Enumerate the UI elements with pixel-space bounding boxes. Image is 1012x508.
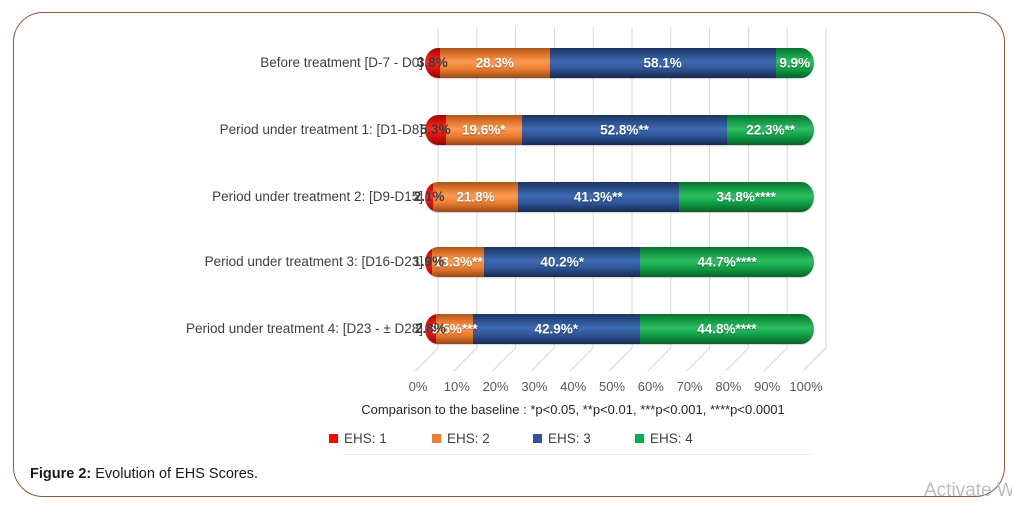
x-axis-tick-label: 20% — [482, 379, 509, 394]
segment-value-label: 21.8% — [456, 189, 495, 205]
legend-swatch-ehs1 — [329, 433, 338, 443]
bar-segment-ehs2: 9.5%*** — [431, 314, 478, 344]
legend-swatch-ehs3 — [533, 433, 542, 443]
segment-value-label: 9.9% — [779, 55, 811, 71]
stacked-bar-row: 13.3%** 40.2%* 44.7%**** — [425, 247, 814, 277]
segment-value-label: 40.2%* — [540, 254, 584, 270]
stacked-bar-row: 9.5%*** 42.9%* 44.8%**** — [425, 314, 814, 344]
bar-segment-ehs1 — [425, 182, 434, 212]
segment-value-label: 58.1% — [643, 55, 682, 71]
legend-swatch-ehs2 — [432, 433, 441, 443]
bar-segment-ehs1 — [425, 314, 436, 344]
bar-segment-ehs1 — [425, 115, 446, 145]
segment-value-label-ehs1: 3.8% — [417, 55, 448, 70]
x-axis-tick-label: 40% — [560, 379, 587, 394]
legend-label: EHS: 1 — [344, 430, 387, 446]
category-label: Period under treatment 1: [D1-D8] — [219, 122, 423, 137]
activate-windows-watermark: Activate W — [924, 480, 1012, 501]
figure-caption-label: Figure 2: — [30, 466, 92, 482]
legend-item-ehs2: EHS: 2 — [432, 429, 490, 447]
legend-item-ehs1: EHS: 1 — [329, 429, 387, 447]
x-axis-tick-label: 10% — [443, 379, 470, 394]
segment-value-label: 42.9%* — [534, 321, 579, 337]
legend-swatch-ehs4 — [635, 433, 644, 443]
segment-value-label: 44.8%**** — [697, 321, 757, 337]
x-axis-tick-label: 70% — [676, 379, 703, 394]
x-axis-tick-label: 30% — [521, 379, 548, 394]
chart-footnote: Comparison to the baseline : *p<0.05, **… — [361, 402, 785, 417]
bar-segment-ehs4: 44.8%**** — [639, 314, 814, 344]
bar-segment-ehs3: 40.2%* — [484, 247, 641, 277]
bar-segment-ehs4: 34.8%**** — [678, 182, 814, 212]
category-label: Before treatment [D-7 - D0] — [260, 55, 423, 70]
figure-caption-text: Evolution of EHS Scores. — [91, 466, 259, 482]
stacked-bar-row: 19.6%* 52.8%** 22.3%** — [425, 115, 814, 145]
segment-value-label: 52.8%** — [600, 122, 649, 138]
segment-value-label: 28.3% — [475, 55, 514, 71]
bar-segment-ehs4: 44.7%**** — [640, 247, 814, 277]
bar-segment-ehs4: 22.3%** — [727, 115, 814, 145]
bar-segment-ehs3: 58.1% — [549, 48, 776, 78]
segment-value-label-ehs1: 2.1% — [413, 189, 445, 204]
segment-value-label: 22.3%** — [746, 122, 795, 138]
x-axis-tick-label: 0% — [408, 379, 428, 394]
segment-value-label: 44.7%**** — [697, 254, 757, 270]
segment-value-label-ehs1: 5.3% — [419, 122, 451, 137]
gridline — [802, 27, 827, 372]
legend-item-ehs3: EHS: 3 — [533, 429, 591, 447]
bar-segment-ehs2: 19.6%* — [445, 115, 522, 145]
bar-segment-ehs3: 52.8%** — [521, 115, 728, 145]
x-axis-tick-label: 50% — [598, 379, 626, 394]
segment-value-label: 34.8%**** — [716, 189, 776, 205]
bar-segment-ehs3: 42.9%* — [472, 314, 640, 344]
bar-segment-ehs4: 9.9% — [775, 48, 814, 78]
figure-caption: Figure 2: Evolution of EHS Scores. — [30, 466, 258, 482]
segment-value-label-ehs1: 2.8% — [415, 321, 446, 336]
segment-value-label: 13.3%** — [433, 254, 483, 270]
bar-segment-ehs2: 28.3% — [439, 48, 550, 78]
bar-segment-ehs3: 41.3%** — [517, 182, 679, 212]
category-label: Period under treatment 4: [D23 - ± D28] — [185, 321, 423, 336]
segment-value-label: 19.6%* — [461, 122, 506, 138]
x-axis-tick-label: 80% — [715, 379, 742, 394]
bar-segment-ehs1 — [425, 48, 440, 78]
segment-value-label: 41.3%** — [573, 189, 623, 205]
x-axis-tick-label: 100% — [789, 379, 823, 394]
category-label: Period under treatment 2: [D9-D15] — [212, 189, 423, 204]
legend-item-ehs4: EHS: 4 — [635, 429, 693, 447]
stacked-bar-row: 28.3% 58.1% 9.9% — [425, 48, 814, 78]
bar-segment-ehs1 — [425, 247, 433, 277]
x-axis-tick-label: 60% — [637, 379, 664, 394]
legend-label: EHS: 3 — [548, 430, 591, 446]
segment-value-label: 9.5%*** — [431, 321, 478, 337]
segment-value-label-ehs1: 1.9% — [413, 254, 445, 269]
legend-label: EHS: 2 — [447, 430, 490, 446]
bar-segment-ehs2: 21.8% — [433, 182, 518, 212]
legend-label: EHS: 4 — [650, 430, 693, 446]
bar-segment-ehs2: 13.3%** — [432, 247, 485, 277]
category-label: Period under treatment 3: [D16-D23] — [204, 254, 423, 269]
x-axis-tick-label: 90% — [754, 379, 781, 394]
stacked-bar-row: 21.8% 41.3%** 34.8%**** — [425, 182, 814, 212]
chart-bottom-divider — [343, 454, 813, 455]
